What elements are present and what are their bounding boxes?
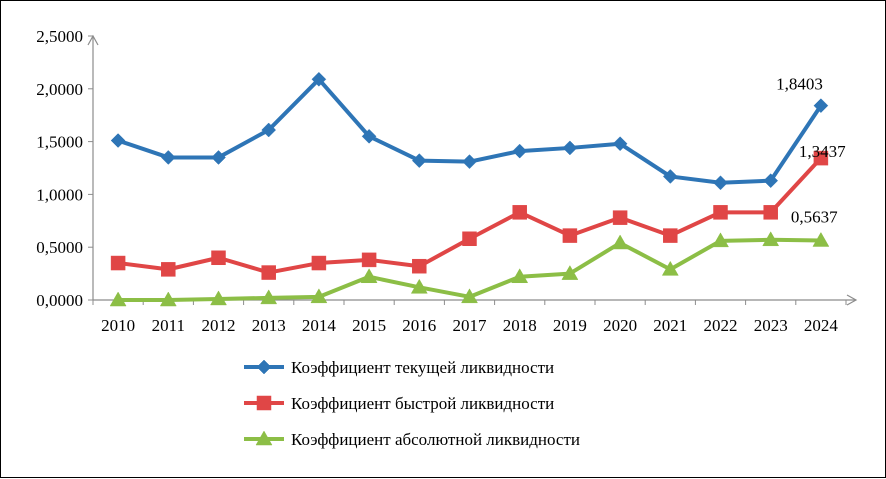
x-tick-label: 2013 <box>252 316 286 335</box>
data-point-series-2 <box>612 210 628 225</box>
data-point-series-2 <box>412 258 427 274</box>
legend-swatch-marker <box>255 430 273 446</box>
x-tick-label: 2012 <box>202 316 236 335</box>
data-point-series-1 <box>512 143 528 159</box>
data-point-series-2 <box>813 150 829 166</box>
data-point-series-3 <box>260 289 278 305</box>
data-point-series-1 <box>612 136 628 152</box>
y-tick-label: 0,0000 <box>36 291 83 310</box>
data-point-series-2 <box>361 252 377 268</box>
data-point-series-1 <box>411 153 427 168</box>
legend-label: Коэффициент абсолютной ликвидности <box>291 430 580 449</box>
legend-swatch-marker <box>256 395 272 411</box>
data-point-series-3 <box>410 278 428 294</box>
data-point-series-2 <box>161 262 176 277</box>
data-point-series-2 <box>311 255 327 271</box>
data-point-series-1 <box>311 71 327 87</box>
data-point-series-1 <box>662 169 678 184</box>
x-tick-label: 2023 <box>754 316 788 335</box>
data-point-series-2 <box>663 228 678 243</box>
x-tick-label: 2024 <box>804 316 839 335</box>
series-lines <box>116 77 823 302</box>
data-point-series-3 <box>611 234 629 250</box>
data-label-series-1: 1,8403 <box>776 75 823 94</box>
data-point-series-3 <box>461 288 478 304</box>
x-tick-label: 2020 <box>603 316 637 335</box>
x-tick-label: 2017 <box>453 316 488 335</box>
data-point-series-1 <box>211 150 226 165</box>
data-point-series-3 <box>360 268 378 284</box>
y-tick-label: 0,5000 <box>36 238 83 257</box>
data-point-series-3 <box>210 290 227 306</box>
legend: Коэффициент текущей ликвидности Коэффицие… <box>244 358 580 449</box>
data-label-series-3: 0,5637 <box>791 207 838 226</box>
x-tick-label: 2010 <box>101 316 135 335</box>
data-point-series-2 <box>110 255 126 271</box>
data-point-series-3 <box>812 231 830 247</box>
axes: 0,0000 0,5000 1,0000 1,5000 2,0000 2,5000 2010… <box>36 27 858 335</box>
x-tick-label: 2021 <box>653 316 687 335</box>
data-point-series-2 <box>713 205 728 220</box>
x-axis-arrow <box>846 294 858 306</box>
data-point-series-2 <box>512 205 527 220</box>
data-point-series-3 <box>109 291 127 307</box>
y-tick-label: 2,0000 <box>36 80 83 99</box>
data-point-series-2 <box>763 205 778 220</box>
x-tick-label: 2014 <box>302 316 337 335</box>
data-point-series-3 <box>661 260 679 276</box>
data-point-series-2 <box>211 250 226 266</box>
data-point-series-3 <box>762 231 780 247</box>
y-tick-label: 2,5000 <box>36 27 83 46</box>
data-point-series-1 <box>462 154 477 170</box>
data-point-series-1 <box>361 128 377 144</box>
data-point-series-2 <box>562 228 578 243</box>
x-tick-label: 2011 <box>152 316 185 335</box>
data-point-series-3 <box>561 265 579 280</box>
data-label-series-2: 1,3437 <box>799 142 846 161</box>
data-point-series-1 <box>562 140 578 156</box>
data-point-series-3 <box>511 268 529 284</box>
y-tick-label: 1,5000 <box>36 133 83 152</box>
data-point-series-1 <box>763 173 779 189</box>
series-markers <box>109 71 830 307</box>
data-labels: 1,8403 1,3437 0,5637 <box>776 75 846 227</box>
x-tick-label: 2016 <box>402 316 436 335</box>
legend-label: Коэффициент быстрой ликвидности <box>291 394 554 413</box>
data-point-series-2 <box>261 265 276 280</box>
x-tick-label: 2015 <box>352 316 386 335</box>
data-point-series-1 <box>110 133 126 148</box>
data-point-series-1 <box>261 122 277 138</box>
legend-label: Коэффициент текущей ликвидности <box>291 358 554 377</box>
x-tick-label: 2018 <box>503 316 537 335</box>
data-point-series-2 <box>462 231 477 247</box>
y-tick-label: 1,0000 <box>36 185 83 204</box>
data-point-series-3 <box>310 288 328 304</box>
data-point-series-1 <box>713 175 728 191</box>
data-point-series-3 <box>712 232 729 248</box>
data-point-series-3 <box>159 291 177 307</box>
legend-swatch-marker <box>256 359 272 375</box>
x-tick-label: 2019 <box>553 316 587 335</box>
data-point-series-1 <box>160 150 176 165</box>
x-tick-label: 2022 <box>704 316 738 335</box>
data-point-series-1 <box>813 98 829 114</box>
